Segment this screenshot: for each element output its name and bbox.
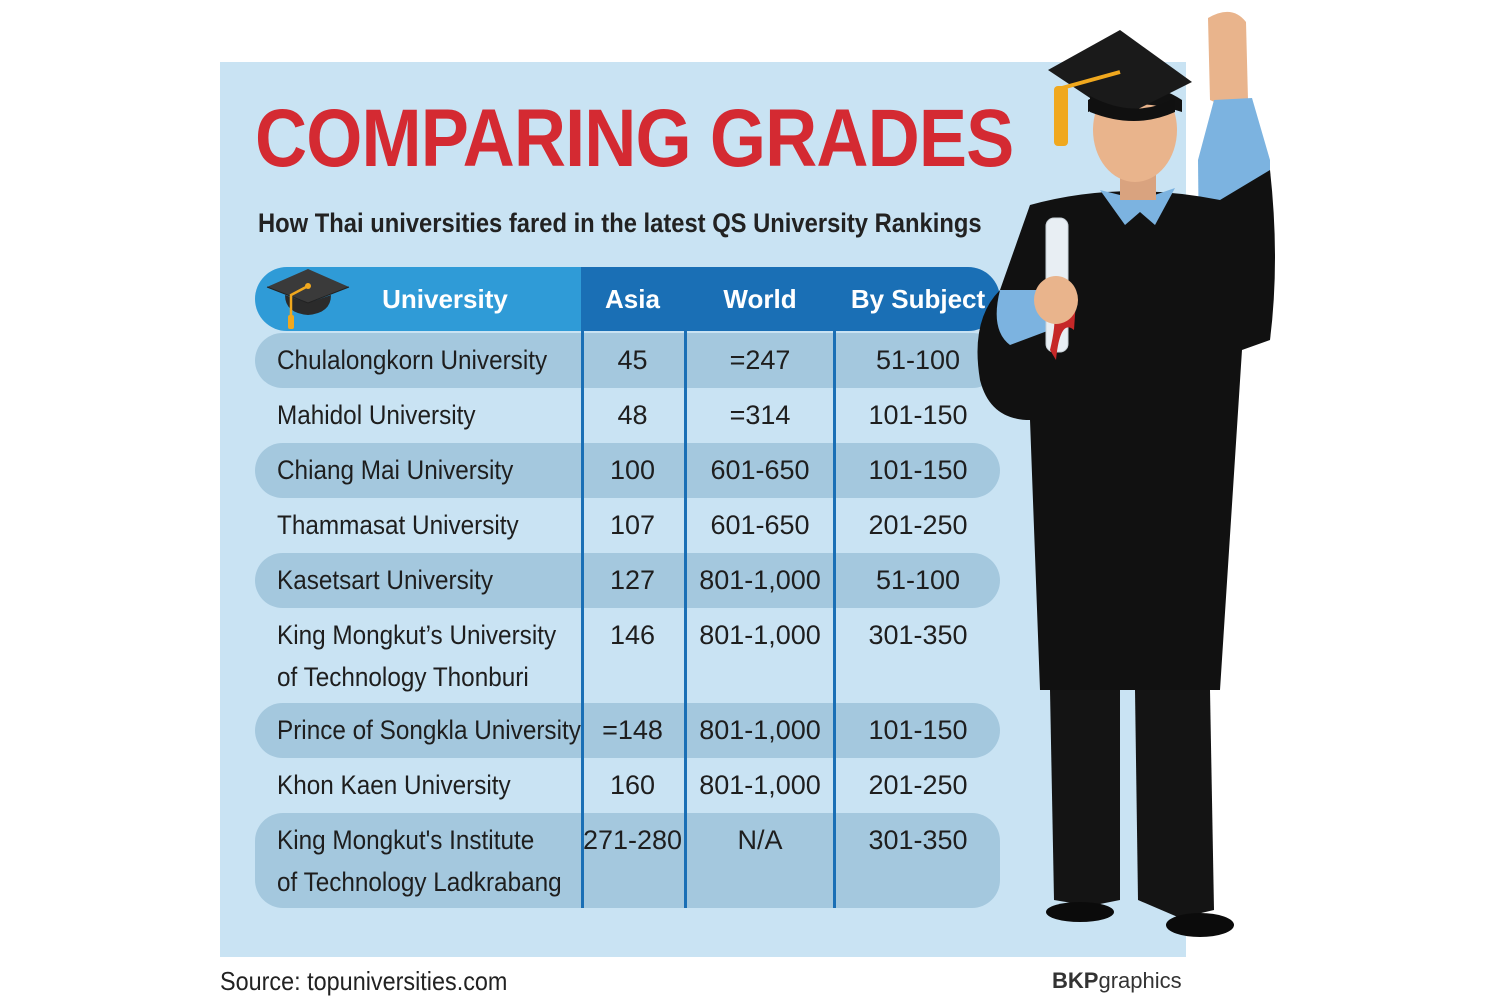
asia-rank-cell: 45 bbox=[617, 345, 648, 375]
subject-rank-cell: 101-150 bbox=[868, 715, 968, 745]
university-name-line: of Technology Ladkrabang bbox=[277, 867, 562, 897]
subject-rank-cell: 301-350 bbox=[868, 620, 968, 650]
asia-rank-cell: 107 bbox=[609, 510, 656, 540]
university-name-line: King Mongkut's Institute bbox=[277, 825, 535, 855]
asia-rank-cell: 48 bbox=[617, 400, 648, 430]
chart-title: COMPARING GRADES bbox=[255, 93, 1014, 184]
university-name-line: Chulalongkorn University bbox=[277, 345, 548, 375]
subject-rank-cell: 201-250 bbox=[868, 510, 968, 540]
table-row: Thammasat University 107 601-650 201-250 bbox=[255, 498, 1000, 553]
asia-rank-cell: 127 bbox=[609, 565, 656, 595]
world-rank-cell: 801-1,000 bbox=[699, 565, 821, 595]
university-name-cell: Mahidol University bbox=[277, 394, 498, 436]
university-name-line: Mahidol University bbox=[277, 400, 476, 430]
university-name-line: King Mongkut’s University bbox=[277, 620, 557, 650]
subject-rank-cell: 201-250 bbox=[868, 770, 968, 800]
header-world: World bbox=[687, 267, 833, 331]
header-asia: Asia bbox=[581, 267, 684, 331]
graphics-credit: BKPgraphics bbox=[1052, 968, 1182, 994]
university-name-cell: Khon Kaen University bbox=[277, 764, 537, 806]
graduation-cap-icon bbox=[266, 269, 350, 329]
subject-rank-cell: 51-100 bbox=[875, 345, 961, 375]
background-panel bbox=[220, 62, 1186, 957]
asia-rank-cell: 100 bbox=[609, 455, 656, 485]
subject-rank-cell: 101-150 bbox=[868, 455, 968, 485]
world-rank-cell: =314 bbox=[729, 400, 791, 430]
world-rank-cell: 801-1,000 bbox=[699, 715, 821, 745]
subject-rank-cell: 51-100 bbox=[875, 565, 961, 595]
column-divider bbox=[684, 267, 687, 908]
world-rank-cell: =247 bbox=[729, 345, 791, 375]
asia-rank-cell: =148 bbox=[602, 715, 663, 745]
subject-rank-cell: 101-150 bbox=[868, 400, 968, 430]
university-name-line: of Technology Thonburi bbox=[277, 662, 529, 692]
source-note: Source: topuniversities.com bbox=[220, 966, 508, 996]
graduate-figure-illustration bbox=[977, 11, 1275, 937]
table-row: Mahidol University 48 =314 101-150 bbox=[255, 388, 1000, 443]
world-rank-cell: 601-650 bbox=[710, 510, 810, 540]
column-divider bbox=[833, 267, 836, 908]
table-row: Khon Kaen University 160 801-1,000 201-250 bbox=[255, 758, 1000, 813]
university-name-cell: Chiang Mai University bbox=[277, 449, 540, 491]
table-header: University Asia World By Subject bbox=[255, 267, 1000, 331]
header-by-subject: By Subject bbox=[836, 267, 1000, 331]
university-name-cell: Prince of Songkla University bbox=[277, 709, 615, 751]
world-rank-cell: 601-650 bbox=[710, 455, 810, 485]
world-rank-cell: 801-1,000 bbox=[699, 770, 821, 800]
university-name-line: Prince of Songkla University bbox=[277, 715, 581, 745]
university-name-cell: King Mongkut’s University of Technology T… bbox=[277, 614, 587, 698]
asia-rank-cell: 271-280 bbox=[582, 825, 683, 855]
table-row: King Mongkut’s University of Technology T… bbox=[255, 608, 1000, 703]
header-university: University bbox=[255, 267, 581, 331]
university-name-line: Chiang Mai University bbox=[277, 455, 514, 485]
university-name-line: Khon Kaen University bbox=[277, 770, 511, 800]
subject-rank-cell: 301-350 bbox=[868, 825, 968, 855]
column-divider bbox=[581, 267, 584, 908]
credit-bold: BKP bbox=[1052, 968, 1099, 993]
chart-subtitle: How Thai universities fared in the lates… bbox=[258, 208, 982, 238]
university-name-cell: King Mongkut's Institute of Technology La… bbox=[277, 819, 593, 903]
university-name-cell: Thammasat University bbox=[277, 504, 546, 546]
header-university-label: University bbox=[382, 283, 508, 314]
university-name-line: Thammasat University bbox=[277, 510, 519, 540]
table-row: Chulalongkorn University 45 =247 51-100 bbox=[255, 333, 1000, 388]
university-name-cell: Chulalongkorn University bbox=[277, 339, 577, 381]
table-row: Chiang Mai University 100 601-650 101-150 bbox=[255, 443, 1000, 498]
table-row: Kasetsart University 127 801-1,000 51-100 bbox=[255, 553, 1000, 608]
university-name-line: Kasetsart University bbox=[277, 565, 494, 595]
asia-rank-cell: 160 bbox=[609, 770, 656, 800]
credit-rest: graphics bbox=[1098, 968, 1182, 993]
table-row: King Mongkut's Institute of Technology La… bbox=[255, 813, 1000, 908]
table-row: Prince of Songkla University =148 801-1,00… bbox=[255, 703, 1000, 758]
world-rank-cell: N/A bbox=[737, 825, 783, 855]
university-name-cell: Kasetsart University bbox=[277, 559, 517, 601]
asia-rank-cell: 146 bbox=[609, 620, 656, 650]
world-rank-cell: 801-1,000 bbox=[699, 620, 821, 650]
